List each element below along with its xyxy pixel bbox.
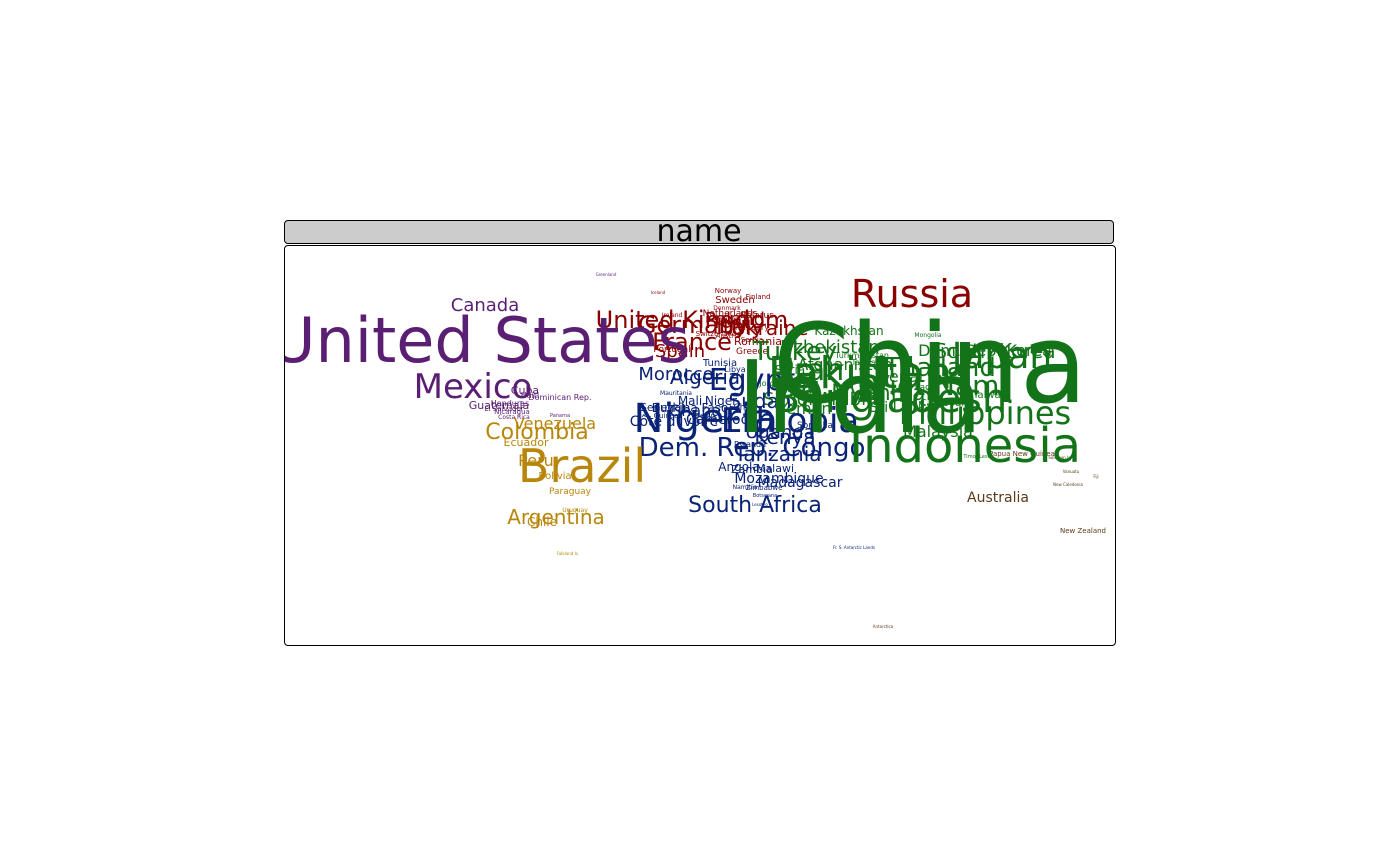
plot-panel [284, 245, 1116, 646]
facet-strip: name [284, 214, 1114, 249]
facet-strip-label: name [656, 214, 742, 249]
